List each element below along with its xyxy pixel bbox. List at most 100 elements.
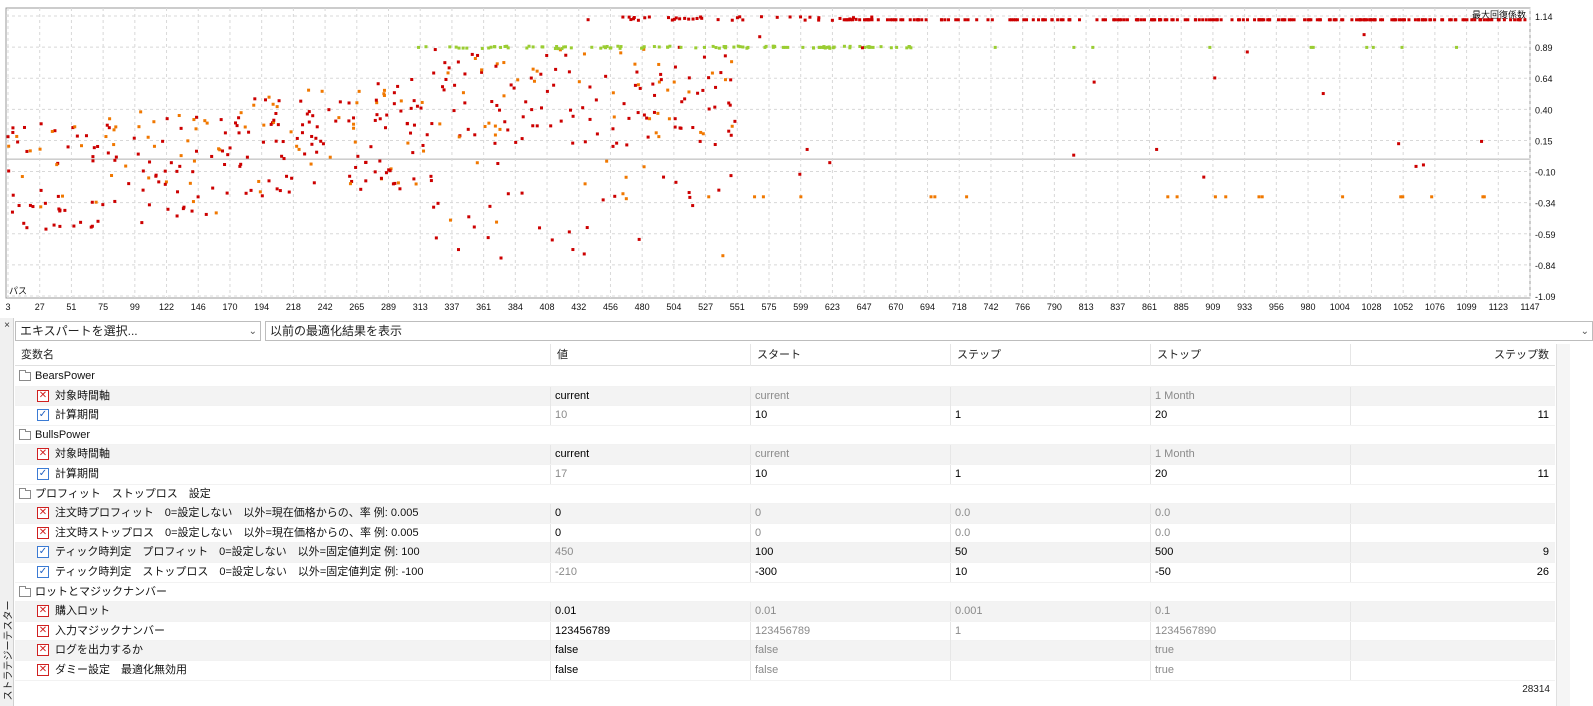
previous-results-select[interactable]: 以前の最適化結果を表示 ⌄ [265,321,1593,341]
table-row[interactable]: ✕ ログを出力するか false false true [15,641,1555,661]
step-cell[interactable]: 1 [950,621,1150,641]
step-cell[interactable]: 10 [950,563,1150,582]
step-cell[interactable] [950,661,1150,680]
checkbox-disabled-icon[interactable]: ✕ [37,507,49,520]
expert-select[interactable]: エキスパートを選択... ⌄ [15,321,261,341]
stop-cell[interactable]: -50 [1150,563,1350,582]
step-cell[interactable]: 0.0 [950,523,1150,543]
stop-cell[interactable]: 0.0 [1150,504,1350,524]
table-row[interactable]: ✓ ティック時判定 ストップロス 0=設定しない 以外=固定値判定 例: -100… [15,563,1555,583]
value-cell[interactable]: -210 [550,563,750,582]
group-row[interactable]: BearsPower [15,367,1555,387]
vertical-scrollbar[interactable] [1556,344,1570,706]
stop-cell[interactable]: 1 Month [1150,445,1350,465]
checkbox-disabled-icon[interactable]: ✕ [37,644,49,657]
table-row[interactable]: ✕ 注文時プロフィット 0=設定しない 以外=現在価格からの、率 例: 0.005… [15,504,1555,524]
steps-cell[interactable]: 9 [1350,543,1555,563]
start-cell[interactable]: 0.01 [750,602,950,622]
start-cell[interactable]: current [750,386,950,406]
stop-cell[interactable]: 500 [1150,543,1350,563]
start-cell[interactable]: false [750,661,950,680]
start-cell[interactable]: current [750,445,950,465]
checkbox-disabled-icon[interactable]: ✕ [37,664,49,676]
col-header-steps[interactable]: ステップ数 [1350,344,1555,366]
value-cell[interactable]: 0 [550,523,750,543]
step-cell[interactable]: 50 [950,543,1150,563]
group-row[interactable]: ロットとマジックナンバー [15,582,1555,603]
steps-cell[interactable] [1350,641,1555,661]
group-row[interactable]: プロフィット ストップロス 設定 [15,484,1555,505]
col-header-start[interactable]: スタート [750,344,950,366]
value-cell[interactable]: 450 [550,543,750,563]
table-row[interactable]: ✕ ダミー設定 最適化無効用 false false true [15,661,1555,681]
table-row[interactable]: ✕ 対象時間軸 current current 1 Month [15,386,1555,407]
stop-cell[interactable]: 1234567890 [1150,621,1350,641]
stop-cell[interactable]: 0.1 [1150,602,1350,622]
table-row[interactable]: ✕ 注文時ストップロス 0=設定しない 以外=現在価格からの、率 例: 0.005… [15,523,1555,544]
start-cell[interactable]: 0 [750,504,950,524]
steps-cell[interactable]: 11 [1350,406,1555,426]
step-cell[interactable]: 0.001 [950,602,1150,622]
start-cell[interactable]: false [750,641,950,661]
data-point [429,174,433,178]
checkbox-checked-icon[interactable]: ✓ [37,566,49,578]
col-header-step[interactable]: ステップ [950,344,1150,366]
value-cell[interactable]: 123456789 [550,621,750,641]
steps-cell[interactable] [1350,504,1555,524]
steps-cell[interactable] [1350,661,1555,680]
step-cell[interactable]: 1 [950,406,1150,426]
close-icon[interactable]: × [4,320,10,331]
stop-cell[interactable]: true [1150,661,1350,680]
start-cell[interactable]: 10 [750,465,950,484]
col-header-stop[interactable]: ストップ [1150,344,1350,366]
value-cell[interactable]: false [550,641,750,661]
value-cell[interactable]: 17 [550,465,750,484]
steps-cell[interactable]: 11 [1350,465,1555,484]
group-row[interactable]: BullsPower [15,425,1555,446]
checkbox-disabled-icon[interactable]: ✕ [37,448,49,461]
start-cell[interactable]: -300 [750,563,950,582]
stop-cell[interactable]: 20 [1150,406,1350,426]
checkbox-disabled-icon[interactable]: ✕ [37,526,49,539]
table-row[interactable]: ✕ 入力マジックナンバー 123456789 123456789 1 1234567890 [15,621,1555,642]
value-cell[interactable]: 0.01 [550,602,750,622]
start-cell[interactable]: 0 [750,523,950,543]
checkbox-disabled-icon[interactable]: ✕ [37,605,49,618]
table-row[interactable]: ✓ ティック時判定 プロフィット 0=設定しない 以外=固定値判定 例: 100 4… [15,543,1555,563]
table-row[interactable]: ✕ 購入ロット 0.01 0.01 0.001 0.1 [15,602,1555,622]
start-cell[interactable]: 123456789 [750,621,950,641]
start-cell[interactable]: 100 [750,543,950,563]
stop-cell[interactable]: 0.0 [1150,523,1350,543]
start-cell[interactable]: 10 [750,406,950,426]
col-header-value[interactable]: 値 [550,344,750,366]
table-row[interactable]: ✓ 計算期間 10 10 1 20 11 [15,406,1555,426]
data-point [43,201,47,205]
col-header-name[interactable]: 変数名 [21,349,54,361]
stop-cell[interactable]: 20 [1150,465,1350,484]
checkbox-disabled-icon[interactable]: ✕ [37,624,49,637]
checkbox-checked-icon[interactable]: ✓ [37,546,49,559]
steps-cell[interactable] [1350,445,1555,465]
stop-cell[interactable]: true [1150,641,1350,661]
value-cell[interactable]: 0 [550,504,750,524]
checkbox-checked-icon[interactable]: ✓ [37,468,49,480]
step-cell[interactable] [950,445,1150,465]
step-cell[interactable]: 0.0 [950,504,1150,524]
stop-cell[interactable]: 1 Month [1150,386,1350,406]
value-cell[interactable]: 10 [550,406,750,426]
steps-cell[interactable]: 26 [1350,563,1555,582]
value-cell[interactable]: current [550,445,750,465]
table-row[interactable]: ✓ 計算期間 17 10 1 20 11 [15,465,1555,485]
checkbox-checked-icon[interactable]: ✓ [37,409,49,422]
step-cell[interactable]: 1 [950,465,1150,484]
step-cell[interactable] [950,386,1150,406]
table-row[interactable]: ✕ 対象時間軸 current current 1 Month [15,445,1555,465]
steps-cell[interactable] [1350,523,1555,543]
steps-cell[interactable] [1350,602,1555,622]
checkbox-disabled-icon[interactable]: ✕ [37,389,49,402]
value-cell[interactable]: false [550,661,750,680]
value-cell[interactable]: current [550,386,750,406]
steps-cell[interactable] [1350,621,1555,641]
steps-cell[interactable] [1350,386,1555,406]
step-cell[interactable] [950,641,1150,661]
